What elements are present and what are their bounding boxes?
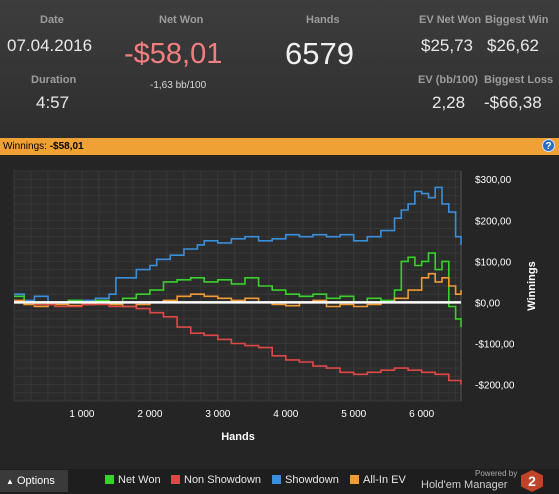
winnings-label: Winnings: — [3, 141, 47, 152]
net-won-label: Net Won — [159, 14, 204, 26]
x-tick-label: 3 000 — [205, 409, 230, 420]
y-tick-label: $100,00 — [475, 257, 512, 268]
x-tick-label: 2 000 — [137, 409, 162, 420]
legend-all-in-ev[interactable]: All-In EV — [350, 474, 406, 486]
powered-by-label: Powered by — [475, 469, 518, 478]
hm2-logo-icon: 2 — [521, 470, 543, 492]
legend-showdown[interactable]: Showdown — [272, 474, 339, 486]
date-value: 07.04.2016 — [7, 36, 93, 55]
legend-swatch — [350, 475, 359, 484]
y-tick-labels: $300,00 $200,00 $100,00 $0,00 -$100,00 -$200,… — [475, 175, 515, 391]
legend-swatch — [272, 475, 281, 484]
biggest-win-label: Biggest Win — [485, 14, 549, 26]
ev-bb-value: 2,28 — [432, 93, 466, 112]
duration-value: 4:57 — [36, 93, 70, 112]
x-tick-labels: 1 000 2 000 3 000 4 000 5 000 6 000 — [69, 409, 434, 420]
x-tick-label: 4 000 — [273, 409, 298, 420]
legend-swatch — [105, 475, 114, 484]
biggest-loss-label: Biggest Loss — [484, 74, 554, 86]
help-icon[interactable]: ? — [542, 139, 555, 152]
y-axis-label: Winnings — [526, 261, 538, 310]
legend-non-showdown[interactable]: Non Showdown — [171, 474, 261, 486]
y-tick-label: -$200,00 — [475, 381, 515, 392]
winnings-value: -$58,01 — [49, 141, 84, 152]
y-tick-label: $300,00 — [475, 175, 512, 186]
net-won-value: -$58,01 — [124, 38, 223, 70]
brand-name: Hold'em Manager — [421, 479, 508, 491]
x-axis-label: Hands — [221, 431, 255, 443]
legend-swatch — [171, 475, 180, 484]
biggest-loss-value: -$66,38 — [484, 93, 542, 112]
options-label: Options — [16, 475, 55, 487]
stats-panel: Date 07.04.2016 Duration 4:57 Net Won -$… — [0, 0, 559, 138]
legend-label: All-In EV — [363, 474, 406, 486]
y-tick-label: -$100,00 — [475, 340, 515, 351]
options-button[interactable]: ▲ Options — [0, 470, 68, 492]
series-line-showdown — [14, 186, 462, 304]
legend-label: Showdown — [285, 474, 339, 486]
series-line-net-won — [14, 252, 462, 328]
options-arrow-icon: ▲ — [6, 477, 14, 486]
x-tick-label: 6 000 — [409, 409, 434, 420]
x-tick-label: 1 000 — [69, 409, 94, 420]
ev-net-won-label: EV Net Won — [419, 14, 482, 26]
ev-net-won-value: $25,73 — [421, 36, 473, 55]
legend-label: Net Won — [118, 474, 161, 486]
y-tick-label: $0,00 — [475, 298, 500, 309]
hands-value: 6579 — [285, 36, 354, 71]
series-line-non-showdown — [14, 301, 462, 385]
ev-bb-label: EV (bb/100) — [418, 74, 478, 86]
x-tick-label: 5 000 — [341, 409, 366, 420]
y-tick-label: $200,00 — [475, 216, 512, 227]
hands-label: Hands — [306, 14, 340, 26]
date-label: Date — [40, 14, 64, 26]
duration-label: Duration — [31, 74, 77, 86]
footer-bar: ▲ Options Net Won Non Showdown Showdown … — [0, 469, 559, 494]
net-won-bb: -1,63 bb/100 — [150, 80, 207, 91]
legend-label: Non Showdown — [184, 474, 262, 486]
legend-net-won[interactable]: Net Won — [105, 474, 161, 486]
winnings-chart-area: 1 000 2 000 3 000 4 000 5 000 6 000 $300,00 $2… — [0, 155, 559, 469]
biggest-win-value: $26,62 — [487, 36, 539, 55]
winnings-chart: 1 000 2 000 3 000 4 000 5 000 6 000 $300,00 $2… — [13, 170, 538, 443]
grid-lines — [13, 170, 461, 402]
winnings-bar: Winnings: -$58,01 ? — [0, 138, 559, 155]
